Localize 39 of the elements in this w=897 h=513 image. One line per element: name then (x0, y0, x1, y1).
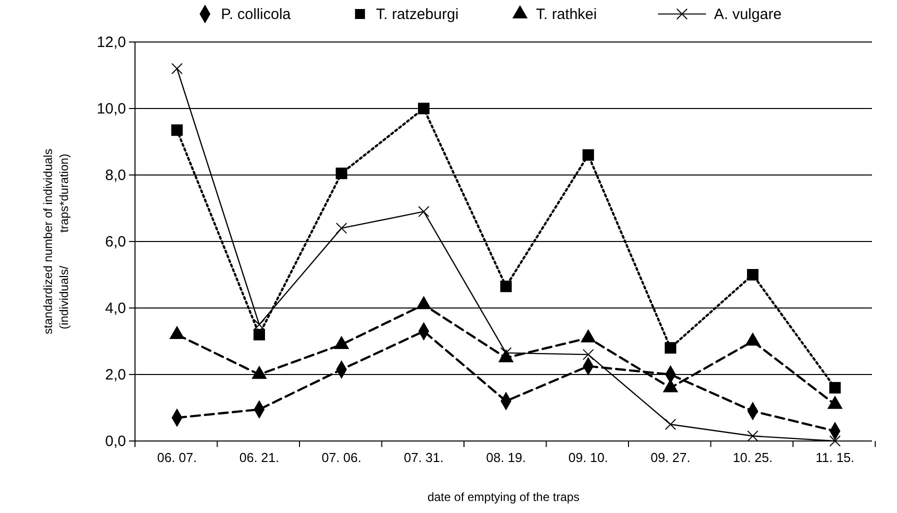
point (418, 102, 430, 114)
y-tick-label: 0,0 (105, 432, 126, 450)
y-tick-label: 4,0 (105, 300, 126, 317)
point (254, 328, 265, 340)
x-tick-label: 06. 07. (157, 450, 197, 466)
point (500, 280, 512, 292)
point (418, 206, 430, 218)
point (747, 430, 758, 442)
x-axis-title: date of emptying of the traps (427, 490, 580, 504)
point (336, 168, 348, 180)
point (171, 124, 183, 136)
y-tick-label: 2,0 (105, 366, 126, 384)
x-tick-label: 10. 25. (732, 450, 773, 466)
x-tick-label: 09. 10. (568, 450, 608, 466)
y-tick-label: 12,0 (96, 34, 126, 51)
point (336, 222, 348, 234)
y-tick-label: 8,0 (105, 166, 126, 184)
point (582, 348, 594, 360)
x-tick-label: 08. 19. (486, 450, 526, 466)
point (582, 149, 594, 161)
y-tick-label: 6,0 (105, 233, 126, 250)
x-tick-label: 07. 31. (404, 450, 444, 466)
point (829, 435, 841, 447)
point (254, 319, 265, 330)
legend-label: T. ratzeburgi (376, 6, 459, 23)
point (664, 418, 676, 430)
x-tick-label: 09. 27. (650, 450, 690, 466)
y-axis-title: standardized number of individuals (individuals/ traps*duration) (41, 148, 71, 334)
point (664, 342, 676, 354)
point (747, 269, 758, 280)
point (829, 382, 841, 394)
legend-label: A. vulgare (714, 6, 782, 23)
x-tick-label: 06. 21. (239, 450, 280, 466)
point (171, 62, 183, 74)
legend-label: P. collicola (221, 6, 292, 23)
legend-label: T. rathkei (536, 6, 597, 23)
x-tick-label: 07. 06. (322, 450, 362, 466)
x-tick-label: 11. 15. (816, 450, 854, 466)
y-tick-label: 10,0 (96, 100, 126, 118)
